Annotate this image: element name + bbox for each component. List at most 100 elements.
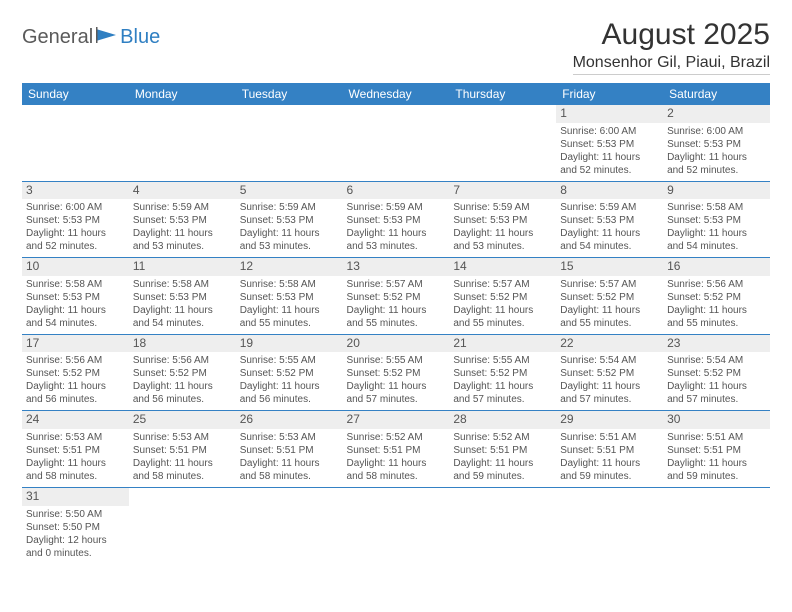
cell-line: Sunrise: 5:57 AM bbox=[453, 278, 552, 291]
day-number: 16 bbox=[663, 258, 770, 276]
calendar-cell: 21Sunrise: 5:55 AMSunset: 5:52 PMDayligh… bbox=[449, 334, 556, 411]
cell-line: Sunset: 5:52 PM bbox=[667, 367, 766, 380]
day-number: 18 bbox=[129, 335, 236, 353]
day-number: 19 bbox=[236, 335, 343, 353]
logo-text-general: General bbox=[22, 26, 93, 49]
day-number: 28 bbox=[449, 411, 556, 429]
cell-line: Daylight: 11 hours bbox=[240, 304, 339, 317]
cell-line: Sunrise: 6:00 AM bbox=[560, 125, 659, 138]
cell-line: Daylight: 11 hours bbox=[560, 151, 659, 164]
cell-line: Sunset: 5:53 PM bbox=[667, 214, 766, 227]
cell-line: Sunrise: 5:58 AM bbox=[26, 278, 125, 291]
day-number: 30 bbox=[663, 411, 770, 429]
calendar-cell: 28Sunrise: 5:52 AMSunset: 5:51 PMDayligh… bbox=[449, 411, 556, 488]
calendar-row: 31Sunrise: 5:50 AMSunset: 5:50 PMDayligh… bbox=[22, 487, 770, 563]
cell-line: Daylight: 11 hours bbox=[347, 227, 446, 240]
calendar-table: Sunday Monday Tuesday Wednesday Thursday… bbox=[22, 83, 770, 564]
location-text: Monsenhor Gil, Piaui, Brazil bbox=[573, 54, 770, 75]
day-number: 6 bbox=[343, 182, 450, 200]
calendar-cell bbox=[129, 487, 236, 563]
cell-line: and 58 minutes. bbox=[347, 470, 446, 483]
cell-line: Sunrise: 5:59 AM bbox=[347, 201, 446, 214]
calendar-cell: 3Sunrise: 6:00 AMSunset: 5:53 PMDaylight… bbox=[22, 181, 129, 258]
day-number: 10 bbox=[22, 258, 129, 276]
cell-line: and 56 minutes. bbox=[26, 393, 125, 406]
cell-line: Daylight: 11 hours bbox=[133, 227, 232, 240]
cell-line: and 53 minutes. bbox=[453, 240, 552, 253]
cell-line: Daylight: 11 hours bbox=[347, 457, 446, 470]
cell-line: and 54 minutes. bbox=[667, 240, 766, 253]
cell-line: Sunset: 5:52 PM bbox=[453, 291, 552, 304]
page-title: August 2025 bbox=[573, 18, 770, 52]
cell-line: Sunrise: 5:53 AM bbox=[26, 431, 125, 444]
day-header: Friday bbox=[556, 83, 663, 105]
calendar-cell: 31Sunrise: 5:50 AMSunset: 5:50 PMDayligh… bbox=[22, 487, 129, 563]
flag-icon bbox=[96, 27, 118, 48]
day-number: 2 bbox=[663, 105, 770, 123]
cell-line: and 55 minutes. bbox=[667, 317, 766, 330]
day-number: 13 bbox=[343, 258, 450, 276]
cell-line: Sunrise: 5:56 AM bbox=[667, 278, 766, 291]
cell-line: Sunset: 5:51 PM bbox=[667, 444, 766, 457]
calendar-cell bbox=[22, 105, 129, 181]
cell-line: Sunset: 5:53 PM bbox=[560, 138, 659, 151]
cell-line: Sunrise: 5:52 AM bbox=[347, 431, 446, 444]
calendar-row: 17Sunrise: 5:56 AMSunset: 5:52 PMDayligh… bbox=[22, 334, 770, 411]
cell-line: Sunset: 5:52 PM bbox=[240, 367, 339, 380]
cell-line: and 52 minutes. bbox=[667, 164, 766, 177]
calendar-cell: 2Sunrise: 6:00 AMSunset: 5:53 PMDaylight… bbox=[663, 105, 770, 181]
cell-line: and 54 minutes. bbox=[560, 240, 659, 253]
cell-line: Sunrise: 5:59 AM bbox=[240, 201, 339, 214]
day-number: 1 bbox=[556, 105, 663, 123]
calendar-cell: 13Sunrise: 5:57 AMSunset: 5:52 PMDayligh… bbox=[343, 258, 450, 335]
calendar-cell bbox=[343, 487, 450, 563]
calendar-cell: 4Sunrise: 5:59 AMSunset: 5:53 PMDaylight… bbox=[129, 181, 236, 258]
cell-line: and 52 minutes. bbox=[560, 164, 659, 177]
cell-line: Daylight: 11 hours bbox=[240, 380, 339, 393]
calendar-cell bbox=[236, 105, 343, 181]
cell-line: Daylight: 11 hours bbox=[667, 227, 766, 240]
cell-line: Sunset: 5:53 PM bbox=[240, 291, 339, 304]
calendar-cell: 10Sunrise: 5:58 AMSunset: 5:53 PMDayligh… bbox=[22, 258, 129, 335]
cell-line: and 55 minutes. bbox=[453, 317, 552, 330]
calendar-cell bbox=[449, 105, 556, 181]
cell-line: Sunset: 5:53 PM bbox=[560, 214, 659, 227]
day-header: Wednesday bbox=[343, 83, 450, 105]
calendar-cell: 18Sunrise: 5:56 AMSunset: 5:52 PMDayligh… bbox=[129, 334, 236, 411]
cell-line: Sunrise: 5:59 AM bbox=[133, 201, 232, 214]
cell-line: Sunset: 5:52 PM bbox=[347, 291, 446, 304]
day-number: 3 bbox=[22, 182, 129, 200]
cell-line: Sunset: 5:52 PM bbox=[347, 367, 446, 380]
cell-line: Daylight: 11 hours bbox=[560, 304, 659, 317]
day-number: 11 bbox=[129, 258, 236, 276]
cell-line: Daylight: 11 hours bbox=[347, 304, 446, 317]
calendar-cell: 15Sunrise: 5:57 AMSunset: 5:52 PMDayligh… bbox=[556, 258, 663, 335]
cell-line: and 53 minutes. bbox=[347, 240, 446, 253]
cell-line: Sunset: 5:53 PM bbox=[453, 214, 552, 227]
calendar-cell: 30Sunrise: 5:51 AMSunset: 5:51 PMDayligh… bbox=[663, 411, 770, 488]
day-number: 15 bbox=[556, 258, 663, 276]
calendar-cell: 16Sunrise: 5:56 AMSunset: 5:52 PMDayligh… bbox=[663, 258, 770, 335]
cell-line: Sunrise: 5:59 AM bbox=[453, 201, 552, 214]
cell-line: and 56 minutes. bbox=[240, 393, 339, 406]
day-number: 23 bbox=[663, 335, 770, 353]
cell-line: Sunset: 5:52 PM bbox=[453, 367, 552, 380]
cell-line: Sunset: 5:52 PM bbox=[560, 367, 659, 380]
cell-line: Sunrise: 5:55 AM bbox=[453, 354, 552, 367]
cell-line: Sunrise: 5:54 AM bbox=[667, 354, 766, 367]
cell-line: Sunset: 5:52 PM bbox=[560, 291, 659, 304]
cell-line: Sunrise: 5:58 AM bbox=[133, 278, 232, 291]
cell-line: and 55 minutes. bbox=[240, 317, 339, 330]
cell-line: Sunrise: 5:50 AM bbox=[26, 508, 125, 521]
cell-line: and 59 minutes. bbox=[667, 470, 766, 483]
cell-line: Sunrise: 5:51 AM bbox=[560, 431, 659, 444]
cell-line: Sunset: 5:53 PM bbox=[240, 214, 339, 227]
calendar-cell: 8Sunrise: 5:59 AMSunset: 5:53 PMDaylight… bbox=[556, 181, 663, 258]
cell-line: Daylight: 11 hours bbox=[133, 457, 232, 470]
cell-line: and 56 minutes. bbox=[133, 393, 232, 406]
calendar-cell: 12Sunrise: 5:58 AMSunset: 5:53 PMDayligh… bbox=[236, 258, 343, 335]
cell-line: and 53 minutes. bbox=[240, 240, 339, 253]
cell-line: and 57 minutes. bbox=[560, 393, 659, 406]
day-number: 31 bbox=[22, 488, 129, 506]
calendar-cell bbox=[236, 487, 343, 563]
